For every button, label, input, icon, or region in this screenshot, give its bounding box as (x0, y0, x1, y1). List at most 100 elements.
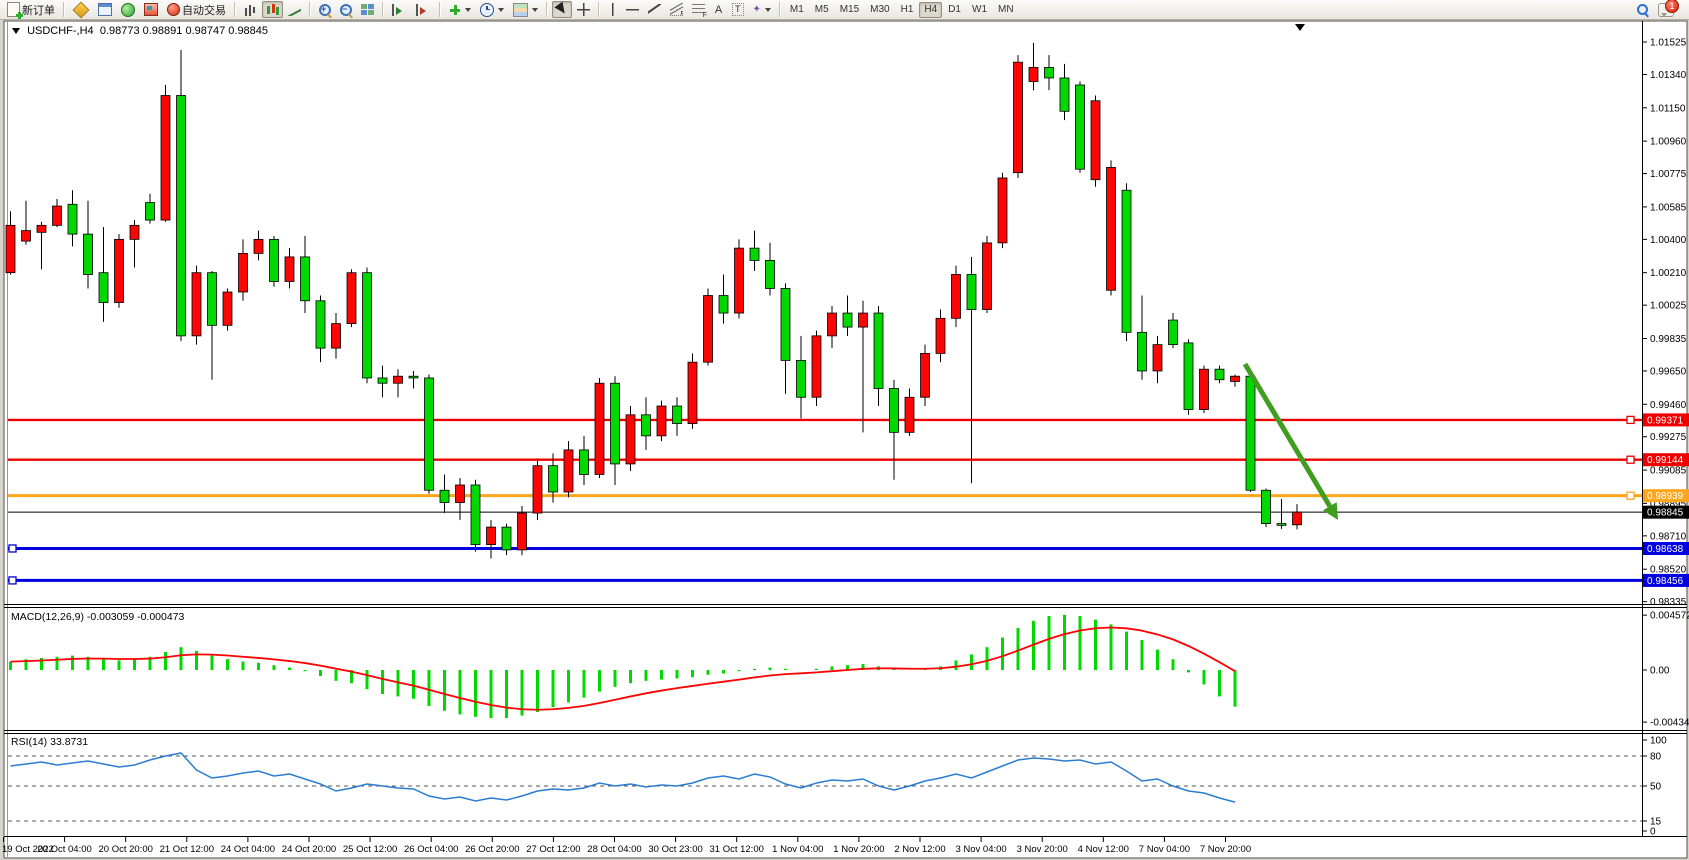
svg-text:1 Nov 04:00: 1 Nov 04:00 (772, 844, 823, 855)
trendline-icon (648, 4, 661, 16)
timeframe-mn[interactable]: MN (998, 4, 1014, 15)
new-order-icon (7, 2, 23, 19)
separator (63, 2, 65, 17)
symbol-dropdown-icon[interactable] (12, 28, 20, 34)
tile-windows-button[interactable] (357, 1, 378, 18)
zoom-out-icon: − (340, 3, 352, 16)
periods-button[interactable] (476, 1, 508, 18)
chevron-down-icon (498, 7, 504, 12)
text-label-icon: T (732, 3, 744, 16)
svg-text:24 Oct 04:00: 24 Oct 04:00 (221, 844, 275, 855)
clock-icon (480, 2, 494, 17)
toolbar: 新订单 自动交易 + − (0, 0, 1689, 20)
macd-signal-line (10, 626, 1236, 711)
svg-text:21 Oct 12:00: 21 Oct 12:00 (160, 844, 214, 855)
chart-title: USDCHF-,H4 0.98773 0.98891 0.98747 0.988… (12, 25, 268, 37)
svg-text:100: 100 (1650, 736, 1667, 747)
timeframe-m1[interactable]: M1 (789, 4, 804, 15)
svg-text:0.98456: 0.98456 (1647, 576, 1684, 587)
timeframe-m30[interactable]: M30 (870, 4, 890, 15)
macd-label: MACD(12,26,9) -0.003059 -0.000473 (11, 611, 184, 623)
zoom-in-icon: + (319, 3, 331, 16)
new-order-button[interactable]: 新订单 (3, 1, 59, 19)
crosshair-tool-button[interactable] (573, 1, 594, 18)
vertical-line-tool-button[interactable] (604, 1, 621, 18)
timeframe-m5[interactable]: M5 (814, 4, 829, 15)
chart-shift-button[interactable] (412, 1, 435, 18)
auto-trading-button[interactable]: 自动交易 (163, 1, 230, 18)
indicators-button[interactable] (445, 1, 475, 18)
timeframe-h1[interactable]: H1 (900, 4, 914, 15)
text-label-tool-button[interactable]: T (728, 1, 748, 18)
zoom-in-button[interactable]: + (315, 1, 335, 18)
bar-chart-icon (244, 3, 257, 16)
line-chart-button[interactable] (284, 1, 305, 18)
timeframe-m15[interactable]: M15 (839, 4, 860, 15)
svg-text:7 Nov 04:00: 7 Nov 04:00 (1139, 844, 1190, 855)
templates-button[interactable] (509, 1, 542, 18)
timeframe-d1[interactable]: D1 (948, 4, 961, 15)
svg-text:0.99650: 0.99650 (1650, 366, 1687, 377)
notifications-button[interactable]: 1 (1654, 0, 1679, 18)
text-tool-icon: A (714, 3, 723, 16)
add-indicator-icon (449, 3, 461, 16)
horizontal-line-tool-button[interactable] (622, 1, 643, 18)
fibonacci-tool-button[interactable]: F (688, 1, 709, 19)
svg-text:20 Oct 20:00: 20 Oct 20:00 (98, 844, 152, 855)
auto-scroll-icon (392, 3, 407, 16)
svg-text:26 Oct 04:00: 26 Oct 04:00 (404, 844, 458, 855)
separator (546, 2, 548, 17)
trendline-tool-button[interactable] (644, 1, 665, 18)
svg-text:0.99835: 0.99835 (1650, 334, 1687, 345)
svg-text:1.00025: 1.00025 (1650, 301, 1687, 312)
search-icon (1636, 3, 1649, 16)
timeframe-w1[interactable]: W1 (972, 4, 987, 15)
candlestick-chart-button[interactable] (262, 1, 283, 18)
svg-text:0.99460: 0.99460 (1650, 400, 1687, 411)
timeframe-h4[interactable]: H4 (919, 1, 943, 18)
svg-text:0.98845: 0.98845 (1647, 508, 1684, 519)
terminal-button[interactable] (140, 1, 162, 18)
navigator-button[interactable] (117, 1, 139, 18)
auto-trading-label: 自动交易 (182, 4, 226, 17)
chevron-down-icon (465, 7, 471, 12)
svg-text:1.01150: 1.01150 (1650, 103, 1686, 114)
shapes-tool-button[interactable]: ✦ (749, 1, 775, 18)
svg-text:50: 50 (1650, 782, 1662, 793)
svg-text:1.00585: 1.00585 (1650, 202, 1687, 213)
auto-scroll-button[interactable] (388, 1, 411, 18)
svg-text:0.98638: 0.98638 (1647, 544, 1684, 555)
zoom-out-button[interactable]: − (336, 1, 356, 18)
tile-windows-icon (361, 3, 374, 16)
separator (382, 2, 384, 17)
chevron-down-icon (532, 7, 538, 12)
svg-text:0.00: 0.00 (1650, 666, 1670, 677)
rsi-line (10, 752, 1236, 803)
channel-tool-button[interactable]: E (666, 1, 687, 18)
chart-title-ohlc: 0.98773 0.98891 0.98747 0.98845 (99, 25, 269, 37)
data-window-button[interactable] (94, 1, 116, 18)
auto-trading-icon (167, 3, 180, 16)
navigator-icon (121, 2, 135, 17)
separator (309, 2, 311, 17)
fibonacci-icon: F (692, 3, 707, 19)
macd-values: -0.003059 -0.000473 (86, 611, 185, 623)
cursor-icon (556, 3, 568, 16)
shapes-icon: ✦ (752, 3, 761, 15)
svg-text:0.98335: 0.98335 (1650, 597, 1687, 608)
svg-text:27 Oct 12:00: 27 Oct 12:00 (526, 844, 580, 855)
svg-text:0.98895: 0.98895 (1650, 499, 1687, 510)
svg-text:7 Nov 20:00: 7 Nov 20:00 (1200, 844, 1251, 855)
data-window-icon (98, 3, 112, 16)
market-watch-button[interactable] (69, 1, 93, 18)
svg-text:0.99085: 0.99085 (1650, 466, 1687, 477)
svg-text:28 Oct 04:00: 28 Oct 04:00 (587, 844, 641, 855)
bar-chart-button[interactable] (240, 1, 261, 18)
search-button[interactable] (1632, 1, 1653, 18)
text-tool-button[interactable]: A (710, 1, 727, 18)
macd-name: MACD(12,26,9) (11, 611, 84, 623)
cursor-tool-button[interactable] (552, 1, 572, 18)
svg-text:0.98710: 0.98710 (1650, 531, 1687, 542)
svg-text:1 Nov 20:00: 1 Nov 20:00 (833, 844, 884, 855)
